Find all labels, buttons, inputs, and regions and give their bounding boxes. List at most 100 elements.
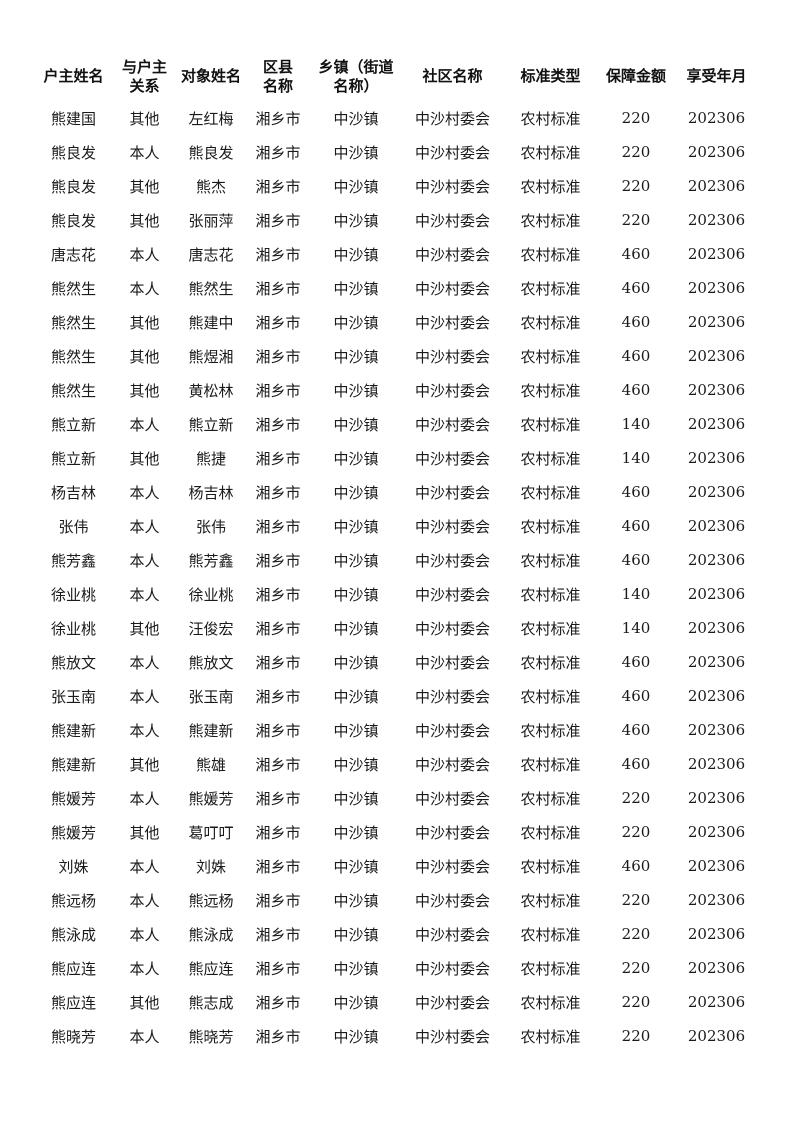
cell-benefit-period: 202306: [687, 245, 746, 263]
cell-county-name: 湘乡市: [255, 755, 301, 774]
cell-member-name: 熊芳鑫: [188, 551, 234, 570]
cell-township-name: 中沙镇: [333, 755, 379, 774]
cell-township-name: 中沙镇: [333, 313, 379, 332]
cell-township-name: 中沙镇: [333, 959, 379, 978]
table-row: 熊然生 本人 熊然生 湘乡市 中沙镇 中沙村委会 农村标准 460 202306: [36, 271, 757, 305]
cell-township-name: 中沙镇: [333, 619, 379, 638]
cell-county-name: 湘乡市: [255, 347, 301, 366]
cell-standard-type: 农村标准: [520, 585, 581, 604]
cell-relation-to-head: 本人: [129, 483, 160, 502]
cell-relation-to-head: 本人: [129, 687, 160, 706]
cell-member-name: 熊捷: [195, 449, 226, 468]
table-row: 刘姝 本人 刘姝 湘乡市 中沙镇 中沙村委会 农村标准 460 202306: [36, 849, 757, 883]
cell-standard-type: 农村标准: [520, 823, 581, 842]
cell-relation-to-head: 其他: [129, 823, 160, 842]
column-header-standard-type: 标准类型: [520, 67, 581, 85]
cell-household-head-name: 张玉南: [50, 687, 96, 706]
cell-relation-to-head: 其他: [129, 993, 160, 1012]
cell-household-head-name: 熊泳成: [50, 925, 96, 944]
table-row: 熊良发 其他 熊杰 湘乡市 中沙镇 中沙村委会 农村标准 220 202306: [36, 169, 757, 203]
table-row: 杨吉林 本人 杨吉林 湘乡市 中沙镇 中沙村委会 农村标准 460 202306: [36, 475, 757, 509]
cell-benefit-period: 202306: [687, 211, 746, 229]
cell-relation-to-head: 本人: [129, 925, 160, 944]
cell-community-name: 中沙村委会: [414, 687, 490, 706]
cell-county-name: 湘乡市: [255, 959, 301, 978]
cell-member-name: 汪俊宏: [188, 619, 234, 638]
cell-county-name: 湘乡市: [255, 823, 301, 842]
cell-member-name: 熊煜湘: [188, 347, 234, 366]
cell-relation-to-head: 本人: [129, 857, 160, 876]
cell-standard-type: 农村标准: [520, 925, 581, 944]
cell-member-name: 熊远杨: [188, 891, 234, 910]
cell-member-name: 唐志花: [188, 245, 234, 264]
cell-township-name: 中沙镇: [333, 211, 379, 230]
cell-member-name: 熊建中: [188, 313, 234, 332]
cell-household-head-name: 张伟: [58, 517, 89, 536]
cell-guarantee-amount: 460: [621, 687, 651, 705]
cell-household-head-name: 熊放文: [50, 653, 96, 672]
cell-standard-type: 农村标准: [520, 1027, 581, 1046]
cell-community-name: 中沙村委会: [414, 891, 490, 910]
cell-household-head-name: 熊良发: [50, 177, 96, 196]
cell-benefit-period: 202306: [687, 415, 746, 433]
cell-township-name: 中沙镇: [333, 381, 379, 400]
table-row: 熊晓芳 本人 熊晓芳 湘乡市 中沙镇 中沙村委会 农村标准 220 202306: [36, 1019, 757, 1053]
cell-member-name: 熊杰: [195, 177, 226, 196]
cell-township-name: 中沙镇: [333, 177, 379, 196]
cell-household-head-name: 熊远杨: [50, 891, 96, 910]
cell-guarantee-amount: 460: [621, 483, 651, 501]
cell-community-name: 中沙村委会: [414, 789, 490, 808]
cell-member-name: 刘姝: [195, 857, 226, 876]
cell-guarantee-amount: 220: [621, 959, 651, 977]
cell-county-name: 湘乡市: [255, 245, 301, 264]
cell-benefit-period: 202306: [687, 789, 746, 807]
cell-township-name: 中沙镇: [333, 109, 379, 128]
cell-community-name: 中沙村委会: [414, 551, 490, 570]
cell-township-name: 中沙镇: [333, 517, 379, 536]
cell-standard-type: 农村标准: [520, 143, 581, 162]
cell-township-name: 中沙镇: [333, 687, 379, 706]
cell-county-name: 湘乡市: [255, 279, 301, 298]
cell-standard-type: 农村标准: [520, 721, 581, 740]
cell-household-head-name: 熊然生: [50, 313, 96, 332]
cell-township-name: 中沙镇: [333, 857, 379, 876]
cell-standard-type: 农村标准: [520, 517, 581, 536]
cell-standard-type: 农村标准: [520, 483, 581, 502]
cell-guarantee-amount: 140: [621, 619, 651, 637]
cell-standard-type: 农村标准: [520, 619, 581, 638]
cell-township-name: 中沙镇: [333, 789, 379, 808]
cell-community-name: 中沙村委会: [414, 177, 490, 196]
cell-member-name: 熊然生: [188, 279, 234, 298]
column-header-county-name: 区县 名称: [262, 57, 293, 95]
cell-member-name: 杨吉林: [188, 483, 234, 502]
cell-member-name: 熊泳成: [188, 925, 234, 944]
table-row: 熊媛芳 本人 熊媛芳 湘乡市 中沙镇 中沙村委会 农村标准 220 202306: [36, 781, 757, 815]
cell-household-head-name: 熊立新: [50, 415, 96, 434]
cell-standard-type: 农村标准: [520, 687, 581, 706]
cell-member-name: 熊志成: [188, 993, 234, 1012]
cell-member-name: 熊雄: [195, 755, 226, 774]
table-row: 熊建国 其他 左红梅 湘乡市 中沙镇 中沙村委会 农村标准 220 202306: [36, 101, 757, 135]
cell-household-head-name: 熊芳鑫: [50, 551, 96, 570]
cell-community-name: 中沙村委会: [414, 619, 490, 638]
cell-county-name: 湘乡市: [255, 109, 301, 128]
cell-guarantee-amount: 460: [621, 313, 651, 331]
cell-benefit-period: 202306: [687, 687, 746, 705]
cell-standard-type: 农村标准: [520, 415, 581, 434]
cell-county-name: 湘乡市: [255, 415, 301, 434]
cell-guarantee-amount: 460: [621, 755, 651, 773]
cell-county-name: 湘乡市: [255, 993, 301, 1012]
cell-guarantee-amount: 220: [621, 177, 651, 195]
cell-member-name: 熊晓芳: [188, 1027, 234, 1046]
cell-county-name: 湘乡市: [255, 653, 301, 672]
cell-relation-to-head: 本人: [129, 959, 160, 978]
cell-guarantee-amount: 220: [621, 1027, 651, 1045]
cell-household-head-name: 熊媛芳: [50, 789, 96, 808]
cell-county-name: 湘乡市: [255, 517, 301, 536]
cell-standard-type: 农村标准: [520, 993, 581, 1012]
cell-county-name: 湘乡市: [255, 483, 301, 502]
table-row: 张伟 本人 张伟 湘乡市 中沙镇 中沙村委会 农村标准 460 202306: [36, 509, 757, 543]
table-header-row: 户主姓名 与户主 关系 对象姓名 区县 名称 乡镇（街道 名称） 社区名称 标准类型 保障金额…: [36, 52, 757, 101]
cell-benefit-period: 202306: [687, 891, 746, 909]
cell-community-name: 中沙村委会: [414, 211, 490, 230]
